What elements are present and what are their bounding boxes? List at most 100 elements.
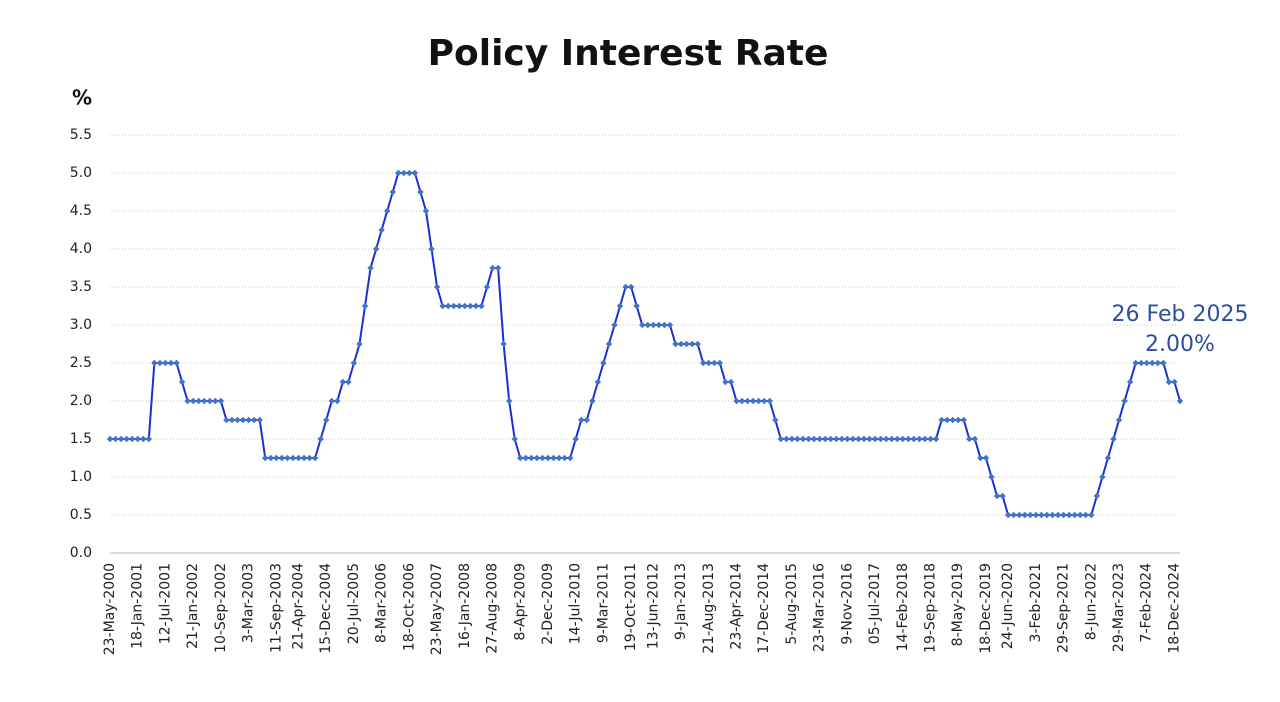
marker <box>999 492 1006 500</box>
marker <box>306 454 313 462</box>
marker <box>1160 359 1167 367</box>
marker <box>378 226 385 234</box>
marker <box>733 397 740 405</box>
marker <box>1154 359 1162 367</box>
y-tick-label: 2.5 <box>70 355 92 371</box>
marker <box>217 397 225 405</box>
marker <box>267 454 274 462</box>
marker <box>300 454 308 462</box>
x-tick-label: 9-Nov-2016 <box>839 563 855 645</box>
marker <box>334 397 341 405</box>
y-axis-label: % <box>72 86 92 110</box>
marker <box>916 435 923 443</box>
marker <box>433 283 441 291</box>
marker <box>239 416 247 424</box>
x-tick-label: 23-Apr-2014 <box>728 563 744 650</box>
marker <box>1016 511 1023 519</box>
marker <box>816 435 823 443</box>
marker <box>833 435 840 443</box>
marker <box>1010 511 1017 519</box>
marker <box>772 416 779 424</box>
marker <box>1143 359 1150 367</box>
x-tick-label: 9-Jan-2013 <box>673 563 689 640</box>
marker <box>234 416 241 424</box>
marker <box>838 435 846 443</box>
marker <box>384 207 391 215</box>
marker <box>328 397 335 405</box>
x-tick-label: 24-Jun-2020 <box>1000 563 1016 649</box>
y-tick-label: 2.0 <box>70 393 92 409</box>
line <box>110 172 1181 516</box>
marker <box>372 245 380 253</box>
x-tick-label: 8-Jun-2022 <box>1083 563 1099 640</box>
marker <box>289 454 297 462</box>
x-tick-label: 3-Feb-2021 <box>1028 563 1044 642</box>
marker <box>949 416 956 424</box>
y-tick-label: 3.0 <box>70 317 92 333</box>
marker <box>522 454 530 462</box>
marker <box>1126 378 1134 386</box>
marker <box>727 378 735 386</box>
marker <box>1082 511 1089 519</box>
x-tick-label: 3-Mar-2003 <box>241 563 257 643</box>
x-tick-label: 23-Mar-2016 <box>812 563 828 652</box>
marker <box>112 435 119 443</box>
marker <box>655 321 663 329</box>
marker <box>711 359 718 367</box>
marker <box>444 302 452 310</box>
marker <box>971 435 979 443</box>
marker <box>206 397 213 405</box>
marker <box>805 435 812 443</box>
marker <box>766 397 773 405</box>
x-tick-label: 21-Aug-2013 <box>701 563 717 654</box>
y-tick-label: 4.5 <box>70 203 92 219</box>
marker <box>866 435 873 443</box>
marker <box>966 435 973 443</box>
marker <box>278 454 286 462</box>
marker <box>899 435 906 443</box>
marker <box>417 188 424 196</box>
marker <box>1110 435 1117 443</box>
marker <box>1115 416 1123 424</box>
marker <box>616 302 624 310</box>
marker <box>350 359 358 367</box>
x-tick-label: 29-Sep-2021 <box>1056 563 1072 653</box>
marker <box>722 378 729 386</box>
marker <box>483 283 491 291</box>
marker <box>1165 378 1173 386</box>
x-tick-label: 05-Jul-2017 <box>867 563 883 644</box>
x-tick-label: 20-Jul-2005 <box>346 563 362 644</box>
marker <box>844 435 851 443</box>
x-tick-label: 8-May-2019 <box>950 563 966 646</box>
marker <box>411 169 419 177</box>
marker <box>611 321 618 329</box>
marker <box>467 302 474 310</box>
x-tick-label: 17-Dec-2014 <box>756 563 772 654</box>
x-tick-label: 12-Jul-2001 <box>157 563 173 644</box>
x-tick-label: 14-Jul-2010 <box>568 563 584 644</box>
marker <box>367 264 374 272</box>
marker <box>450 302 457 310</box>
marker <box>977 454 984 462</box>
marker <box>134 435 141 443</box>
marker <box>1171 378 1178 386</box>
marker <box>982 454 990 462</box>
marker <box>688 340 696 348</box>
marker <box>505 397 513 405</box>
marker <box>1060 511 1067 519</box>
marker <box>356 340 363 348</box>
marker <box>694 340 701 348</box>
marker <box>178 378 186 386</box>
marker <box>517 454 524 462</box>
y-tick-label: 3.5 <box>70 279 92 295</box>
marker <box>672 340 679 348</box>
x-tick-label: 8-Apr-2009 <box>512 563 528 641</box>
marker <box>700 359 707 367</box>
marker <box>262 454 269 462</box>
marker <box>827 435 834 443</box>
marker <box>250 416 258 424</box>
marker <box>223 416 230 424</box>
x-tick-label: 2-Dec-2009 <box>540 563 556 645</box>
marker <box>760 397 768 405</box>
x-tick-label: 7-Feb-2024 <box>1139 563 1155 643</box>
